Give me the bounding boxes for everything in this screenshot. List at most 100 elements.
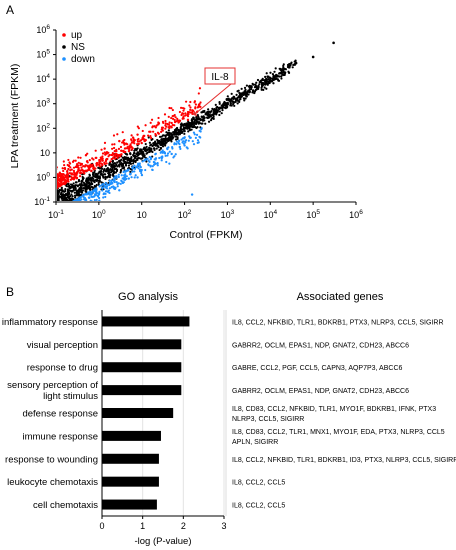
up-point xyxy=(116,154,120,157)
up-point xyxy=(136,143,139,146)
ns-point xyxy=(287,66,291,69)
ns-point xyxy=(212,111,215,114)
up-point xyxy=(162,121,165,124)
up-point xyxy=(178,119,182,122)
down-point xyxy=(165,160,168,164)
ns-point xyxy=(192,125,195,129)
category-label: visual perception xyxy=(27,340,98,351)
down-point xyxy=(110,179,113,182)
bar xyxy=(102,339,182,350)
down-point xyxy=(107,189,110,192)
down-point xyxy=(185,139,188,142)
ns-point xyxy=(58,206,60,208)
down-point xyxy=(117,175,120,179)
up-point xyxy=(179,106,183,109)
ns-point xyxy=(82,177,85,180)
ns-point xyxy=(62,205,64,207)
ns-point xyxy=(66,196,69,199)
up-point xyxy=(182,112,185,115)
ns-point xyxy=(212,109,216,113)
up-point xyxy=(60,176,63,179)
y-tick-label: 103 xyxy=(36,98,50,109)
down-point xyxy=(140,171,143,175)
ns-point xyxy=(260,88,263,91)
down-point xyxy=(158,156,161,160)
category-label: cell chemotaxis xyxy=(33,500,98,511)
up-point xyxy=(63,166,67,170)
up-point xyxy=(164,127,167,130)
up-point xyxy=(83,172,86,175)
ns-point xyxy=(144,147,147,150)
up-point xyxy=(112,134,116,137)
ns-point xyxy=(195,126,198,130)
up-point xyxy=(98,161,101,164)
ns-point xyxy=(100,172,103,176)
ns-point xyxy=(291,66,294,69)
down-point xyxy=(191,140,194,143)
ns-point xyxy=(103,167,106,171)
ns-point xyxy=(238,98,241,101)
y-tick-label: 100 xyxy=(36,171,50,182)
ns-point xyxy=(264,75,267,78)
ns-point xyxy=(186,122,189,126)
ns-point xyxy=(65,208,67,210)
up-point xyxy=(132,140,136,143)
down-point xyxy=(175,140,178,143)
up-point xyxy=(133,142,136,145)
up-point xyxy=(107,155,110,158)
up-point xyxy=(173,124,176,127)
y-tick-label: 10 xyxy=(40,148,50,158)
ns-point xyxy=(77,180,81,183)
ns-point xyxy=(152,144,155,147)
up-point xyxy=(131,136,135,139)
up-point xyxy=(197,103,201,106)
down-point xyxy=(187,139,190,142)
up-point xyxy=(123,142,126,145)
ns-point xyxy=(174,135,177,138)
ns-point xyxy=(190,125,193,128)
legend-label-up: up xyxy=(71,30,83,41)
ns-point xyxy=(181,123,185,126)
up-point xyxy=(73,171,76,174)
ns-point xyxy=(211,116,214,120)
down-point xyxy=(149,164,152,167)
up-point xyxy=(121,131,124,134)
down-point xyxy=(95,191,99,195)
ns-point xyxy=(200,115,203,118)
ns-point xyxy=(257,87,260,91)
il8-callout-box xyxy=(204,67,236,85)
ns-point xyxy=(88,183,92,186)
ns-point xyxy=(187,130,190,133)
ns-point xyxy=(167,136,170,139)
ns-point xyxy=(136,147,139,150)
genes-list: GABRR2, OCLM, EPAS1, NDP, GNAT2, CDH23, … xyxy=(232,388,409,395)
bar xyxy=(102,430,161,441)
ns-point xyxy=(191,123,194,126)
down-point xyxy=(101,182,104,186)
down-point xyxy=(84,198,88,201)
ns-point xyxy=(60,186,63,189)
ns-point xyxy=(152,142,155,145)
ns-point xyxy=(71,203,73,205)
up-point xyxy=(188,104,191,107)
x-tick-label: 104 xyxy=(263,209,277,220)
down-point xyxy=(139,165,142,169)
down-point xyxy=(136,164,139,167)
up-point xyxy=(136,140,139,143)
up-point xyxy=(164,119,167,123)
ns-point xyxy=(64,196,67,199)
ns-point xyxy=(231,96,234,100)
up-point xyxy=(198,87,202,90)
up-point xyxy=(105,159,108,162)
ns-point xyxy=(202,116,206,119)
up-point xyxy=(62,175,65,179)
up-point xyxy=(69,162,72,165)
ns-point xyxy=(164,135,167,138)
scatter-points xyxy=(57,41,335,210)
x-tick-label: 100 xyxy=(92,209,106,220)
down-point xyxy=(92,195,95,198)
x-tick-label: 103 xyxy=(221,209,235,220)
ns-point xyxy=(72,203,74,205)
ns-point xyxy=(57,194,59,197)
ns-point xyxy=(237,96,241,99)
